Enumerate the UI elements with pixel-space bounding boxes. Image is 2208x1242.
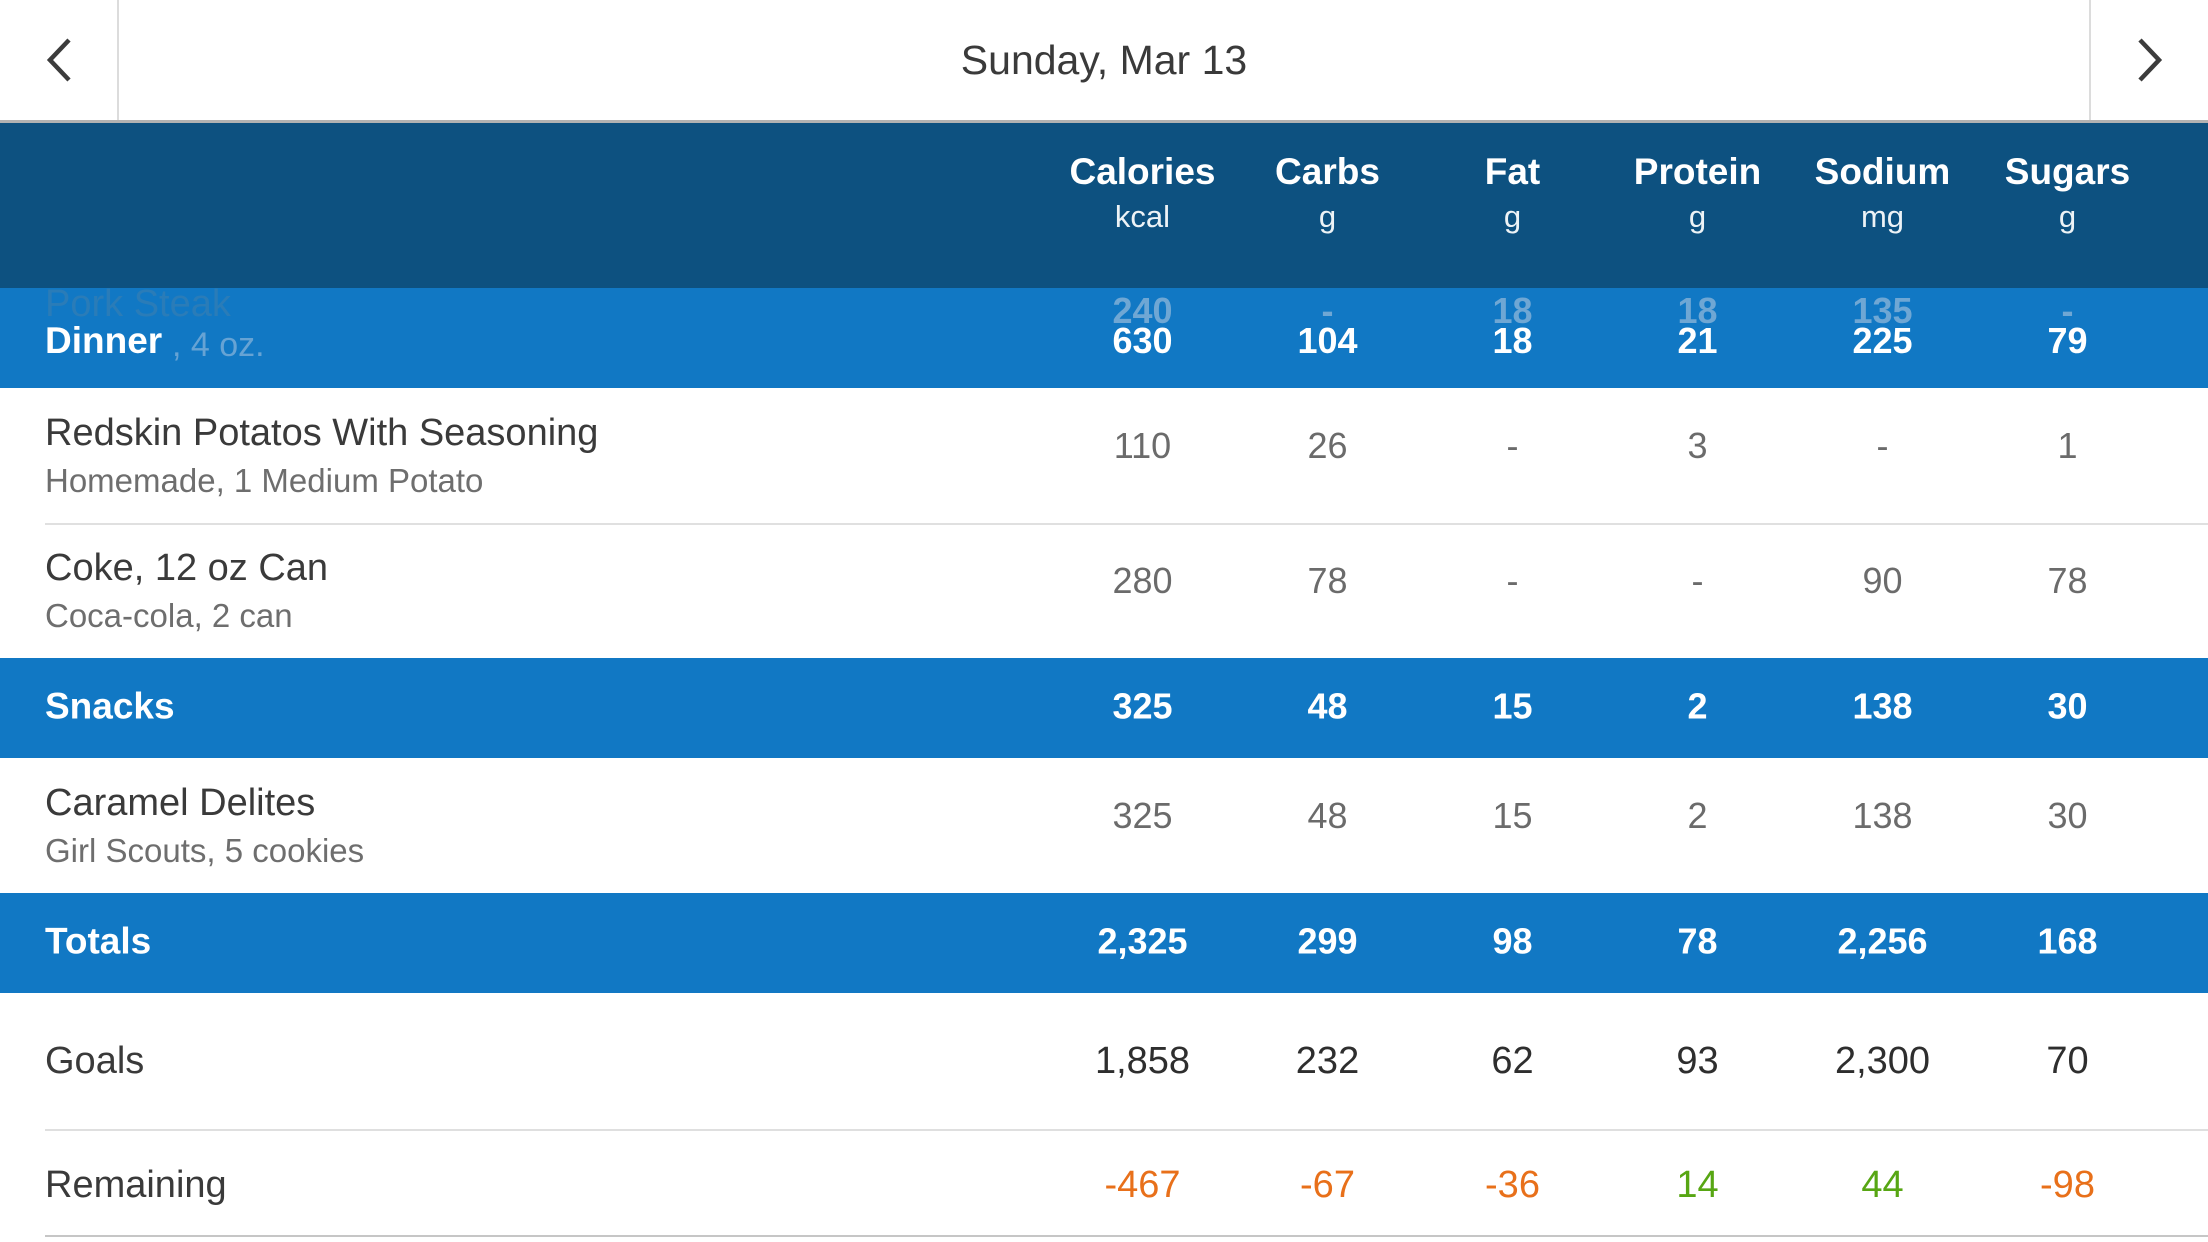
goals-label: Goals [45,1039,145,1082]
chevron-left-icon [46,38,71,82]
goals-row: Goals 1,858 232 62 93 2,300 70 [0,993,2208,1129]
date-navigation-bar: Sunday, Mar 13 [0,0,2208,123]
snacks-summary-row: Snacks 325 48 15 2 138 30 [0,685,2208,727]
section-header-dinner: Pork Steak , 4 oz. 240 - 18 18 135 - Din… [0,288,2208,388]
remaining-label: Remaining [45,1164,227,1206]
column-sodium: Sodium mg [1814,151,1951,234]
food-row-redskin-potatos[interactable]: Redskin Potatos With Seasoning Homemade,… [0,388,2208,523]
food-subtitle: Coca-cola, 2 can [45,596,293,634]
ghost-food-values: 240 - 18 18 135 - [1112,290,2074,331]
nutrient-column-header: Calories kcal Carbs g Fat g Protein g So… [0,123,2208,288]
food-subtitle: Homemade, 1 Medium Potato [45,461,484,499]
column-sugars: Sugars g [2004,151,2131,234]
next-day-button[interactable] [2089,0,2208,120]
ghost-food-title: Pork Steak [45,288,231,325]
food-row-caramel-delites[interactable]: Caramel Delites Girl Scouts, 5 cookies 3… [0,758,2208,893]
totals-label: Totals [45,920,152,962]
food-title: Caramel Delites [45,781,316,824]
page-title: Sunday, Mar 13 [960,36,1248,83]
previous-day-button[interactable] [0,0,119,120]
column-calories: Calories kcal [1069,151,1216,234]
food-title: Coke, 12 oz Can [45,546,329,589]
totals-row: Totals 2,325 299 98 78 2,256 168 [0,893,2208,993]
food-subtitle: Girl Scouts, 5 cookies [45,831,365,869]
empty-header-cell [0,149,1050,288]
column-carbs: Carbs g [1275,151,1380,234]
section-label: Dinner [45,320,163,361]
column-fat: Fat g [1484,151,1541,234]
dinner-summary-row: Dinner 630 104 18 21 225 79 [0,320,2208,362]
ghost-food-subtitle: , 4 oz. [172,326,265,364]
food-title: Redskin Potatos With Seasoning [45,411,599,454]
column-protein: Protein g [1633,151,1762,234]
chevron-right-icon [2137,38,2162,82]
remaining-row: Remaining -467 -67 -36 14 44 -98 [0,1129,2208,1242]
section-header-snacks: Snacks 325 48 15 2 138 30 [0,658,2208,758]
food-row-coke[interactable]: Coke, 12 oz Can Coca-cola, 2 can 280 78 … [0,523,2208,658]
section-label: Snacks [45,685,175,727]
